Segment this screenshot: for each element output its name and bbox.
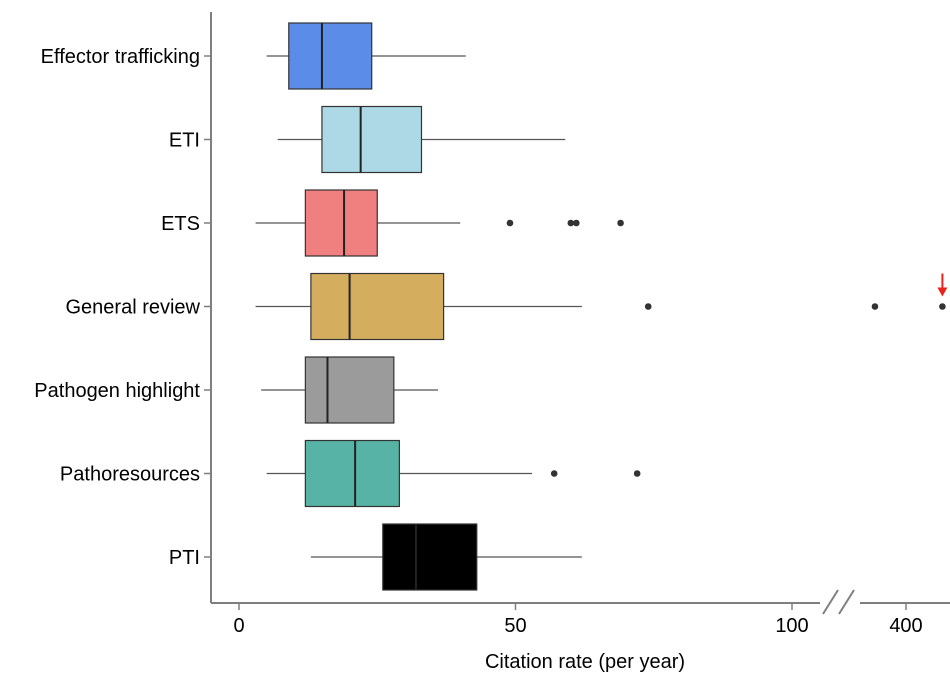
- x-tick-label: 100: [775, 615, 808, 637]
- boxes-layer: [255, 22, 948, 591]
- iqr-box: [321, 105, 423, 174]
- category-labels: Effector trafficking ETI ETS General review…: [34, 46, 211, 569]
- category-label-ets: ETS: [161, 213, 200, 235]
- outlier-point: [871, 303, 879, 310]
- iqr-box: [304, 356, 395, 424]
- outlier-point: [617, 219, 624, 227]
- box-eti: [277, 105, 566, 174]
- category-label-pathogen-highlight: Pathogen highlight: [34, 380, 200, 402]
- axis-break-mark: [822, 589, 839, 615]
- outlier-point: [550, 470, 558, 477]
- arrow-annotation: [937, 273, 948, 297]
- iqr-box: [288, 22, 373, 90]
- iqr-box: [304, 439, 400, 508]
- iqr-box: [310, 272, 445, 341]
- outlier-point: [573, 219, 580, 227]
- x-axis-title: Citation rate (per year): [485, 651, 685, 673]
- category-label-general-review: General review: [65, 297, 200, 319]
- category-label-eti: ETI: [169, 130, 200, 152]
- x-tick-label: 50: [504, 615, 526, 637]
- outlier-point: [633, 470, 641, 477]
- x-tick-label: 0: [233, 615, 244, 637]
- category-label-pathoresources: Pathoresources: [60, 464, 200, 486]
- box-general-review: [255, 272, 946, 341]
- outlier-point: [567, 219, 575, 227]
- axis-break-mark: [838, 589, 855, 615]
- iqr-box: [382, 523, 478, 591]
- iqr-box: [304, 189, 378, 257]
- box-pathoresources: [266, 439, 641, 508]
- outlier-point: [644, 303, 652, 310]
- outlier-point: [506, 219, 514, 227]
- category-label-pti: PTI: [169, 547, 200, 569]
- box-pathogen-highlight: [261, 356, 439, 424]
- arrow-head: [937, 287, 948, 297]
- outlier-point: [939, 303, 946, 310]
- box-pti: [310, 523, 582, 591]
- box-effector-trafficking: [266, 22, 466, 90]
- x-axis: 050100150200400: [210, 12, 950, 637]
- box-ets: [255, 189, 624, 257]
- x-tick-label: 400: [889, 615, 922, 637]
- category-label-effector-trafficking: Effector trafficking: [41, 46, 200, 68]
